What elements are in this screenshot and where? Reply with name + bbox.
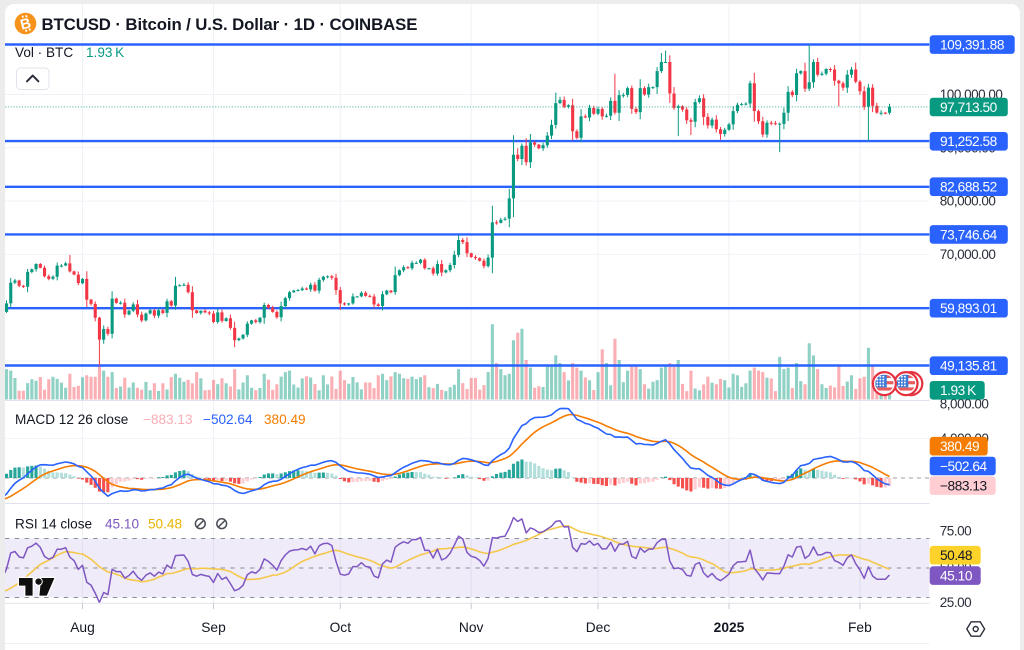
svg-text:380.49: 380.49 [940,439,979,454]
svg-text:Aug: Aug [70,620,95,635]
svg-text:80,000.00: 80,000.00 [940,193,996,208]
svg-text:−883.13: −883.13 [940,479,988,494]
svg-text:59,893.01: 59,893.01 [940,301,997,316]
svg-text:Sep: Sep [201,620,226,635]
svg-text:380.49: 380.49 [264,412,306,427]
svg-text:45.10: 45.10 [105,516,139,531]
svg-text:70,000.00: 70,000.00 [940,247,996,262]
svg-text:82,688.52: 82,688.52 [940,180,997,195]
svg-text:50.48: 50.48 [940,548,973,563]
svg-text:MACD 12 26 close: MACD 12 26 close [15,412,128,427]
svg-text:2025: 2025 [714,620,745,635]
svg-text:1.93 K: 1.93 K [86,45,124,60]
svg-text:−502.64: −502.64 [940,459,988,474]
svg-text:50.48: 50.48 [148,516,182,531]
svg-text:45.10: 45.10 [940,569,973,584]
svg-text:109,391.88: 109,391.88 [940,38,1005,53]
svg-text:Feb: Feb [848,620,872,635]
svg-text:97,713.50: 97,713.50 [940,100,998,115]
svg-text:91,252.58: 91,252.58 [940,134,998,149]
svg-text:25.00: 25.00 [940,595,971,610]
svg-text:49,135.81: 49,135.81 [940,359,997,374]
svg-text:75.00: 75.00 [940,523,971,538]
svg-text:73,746.64: 73,746.64 [940,227,998,242]
svg-text:8,000.00: 8,000.00 [940,396,989,411]
svg-text:Nov: Nov [459,620,484,635]
svg-text:Oct: Oct [330,620,352,635]
svg-text:Dec: Dec [586,620,611,635]
svg-text:1.93 K: 1.93 K [940,383,976,398]
svg-text:−883.13: −883.13 [143,412,193,427]
svg-text:RSI 14 close: RSI 14 close [15,516,92,531]
svg-text:Vol · BTC: Vol · BTC [15,45,73,60]
svg-text:BTCUSD · Bitcoin / U.S. Dollar: BTCUSD · Bitcoin / U.S. Dollar · 1D · CO… [42,15,418,34]
svg-text:−502.64: −502.64 [203,412,253,427]
